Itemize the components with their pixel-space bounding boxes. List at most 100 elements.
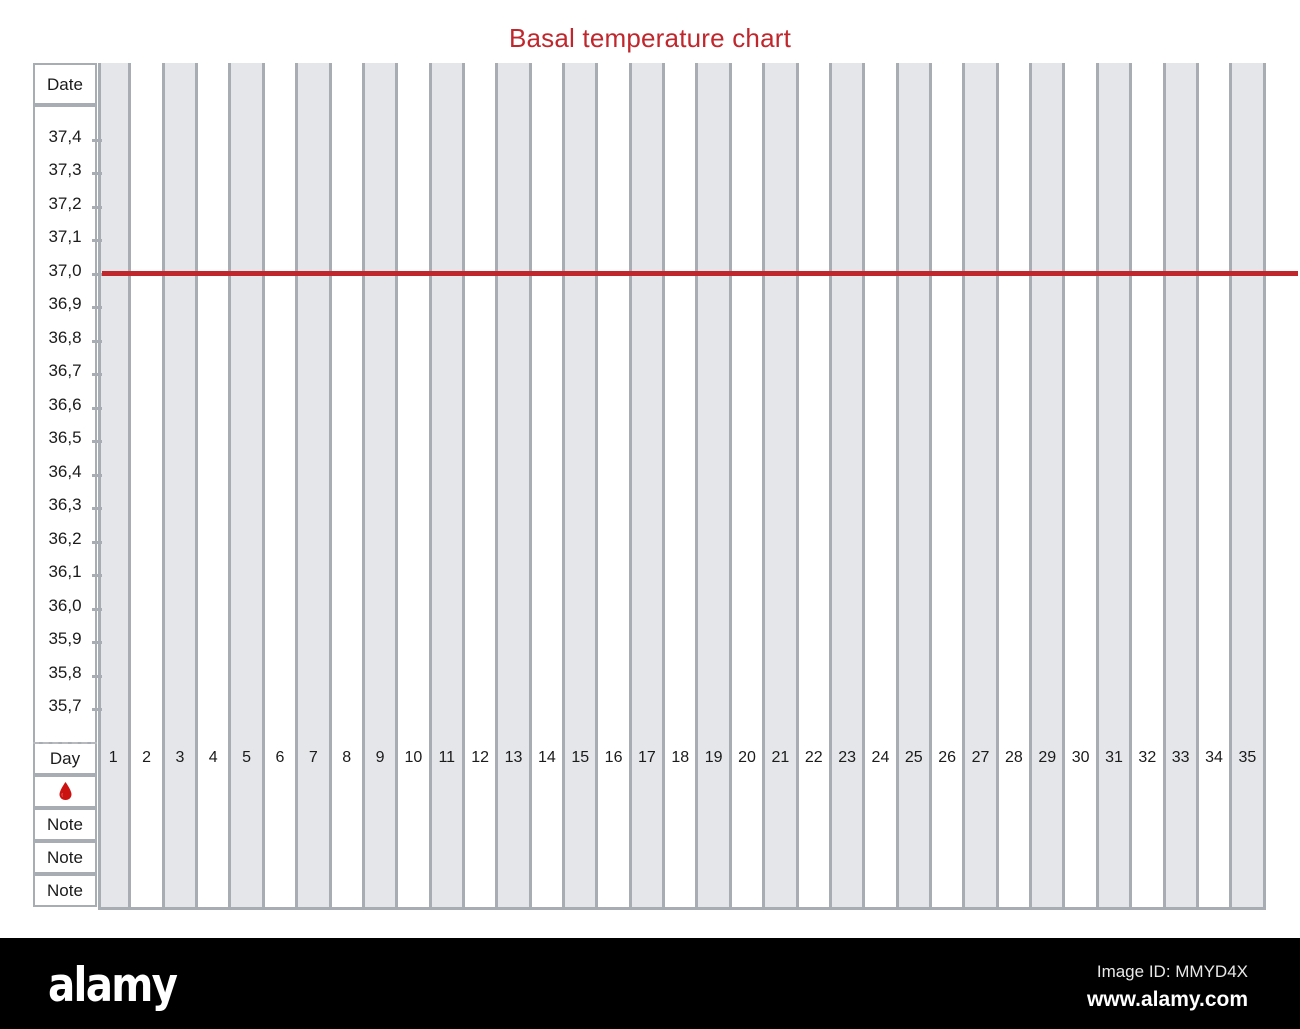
grid-cell[interactable] bbox=[1198, 339, 1233, 373]
grid-cell[interactable] bbox=[665, 339, 699, 373]
grid-cell[interactable] bbox=[1065, 507, 1099, 541]
grid-cell[interactable] bbox=[131, 272, 165, 306]
grid-cell[interactable] bbox=[198, 607, 232, 641]
grid-cell[interactable] bbox=[131, 540, 165, 574]
grid-cell[interactable] bbox=[731, 507, 766, 541]
grid-cell[interactable] bbox=[898, 674, 932, 708]
grid-cell[interactable] bbox=[865, 138, 899, 172]
grid-cell[interactable] bbox=[865, 607, 899, 641]
note-cell[interactable] bbox=[1165, 840, 1199, 874]
note-cell[interactable] bbox=[131, 840, 165, 874]
grid-cell[interactable] bbox=[898, 172, 932, 206]
grid-cell[interactable] bbox=[965, 172, 999, 206]
grid-cell[interactable] bbox=[565, 205, 599, 239]
grid-cell[interactable] bbox=[1098, 306, 1133, 340]
grid-cell[interactable] bbox=[865, 574, 899, 608]
grid-cell[interactable] bbox=[565, 574, 599, 608]
day-cell[interactable]: 20 bbox=[731, 741, 766, 775]
grid-cell[interactable] bbox=[1232, 641, 1266, 675]
grid-cell[interactable] bbox=[1098, 373, 1133, 407]
grid-cell[interactable] bbox=[898, 239, 932, 273]
grid-cell[interactable] bbox=[665, 63, 699, 105]
grid-cell[interactable] bbox=[198, 272, 232, 306]
grid-cell[interactable] bbox=[98, 507, 132, 541]
grid-cell[interactable] bbox=[831, 574, 866, 608]
note-cell[interactable] bbox=[965, 840, 999, 874]
note-cell[interactable] bbox=[865, 873, 899, 907]
grid-cell[interactable] bbox=[231, 473, 265, 507]
grid-cell[interactable] bbox=[1098, 574, 1133, 608]
grid-cell[interactable] bbox=[631, 607, 666, 641]
grid-cell[interactable] bbox=[464, 708, 499, 742]
note-cell[interactable] bbox=[364, 807, 399, 841]
grid-cell[interactable] bbox=[498, 373, 532, 407]
grid-cell[interactable] bbox=[1065, 205, 1099, 239]
note-cell[interactable] bbox=[364, 873, 399, 907]
grid-cell[interactable] bbox=[231, 607, 265, 641]
grid-cell[interactable] bbox=[398, 708, 432, 742]
grid-cell[interactable] bbox=[98, 272, 132, 306]
grid-cell[interactable] bbox=[898, 641, 932, 675]
grid-cell[interactable] bbox=[898, 306, 932, 340]
grid-cell[interactable] bbox=[1132, 507, 1166, 541]
grid-cell[interactable] bbox=[698, 205, 732, 239]
grid-cell[interactable] bbox=[798, 708, 832, 742]
grid-cell[interactable] bbox=[1132, 607, 1166, 641]
grid-cell[interactable] bbox=[698, 339, 732, 373]
grid-cell[interactable] bbox=[464, 63, 499, 105]
grid-cell[interactable] bbox=[364, 607, 399, 641]
note-cell[interactable] bbox=[1132, 807, 1166, 841]
grid-cell[interactable] bbox=[631, 272, 666, 306]
grid-cell[interactable] bbox=[531, 540, 566, 574]
grid-cell[interactable] bbox=[865, 674, 899, 708]
grid-cell[interactable] bbox=[98, 473, 132, 507]
grid-cell[interactable] bbox=[898, 540, 932, 574]
grid-cell[interactable] bbox=[831, 205, 866, 239]
note-cell[interactable] bbox=[565, 807, 599, 841]
period-cell[interactable] bbox=[264, 774, 299, 808]
grid-cell[interactable] bbox=[431, 306, 465, 340]
grid-cell[interactable] bbox=[331, 239, 365, 273]
grid-cell[interactable] bbox=[865, 641, 899, 675]
note-cell[interactable] bbox=[431, 840, 465, 874]
grid-cell[interactable] bbox=[931, 272, 966, 306]
grid-cell[interactable] bbox=[665, 473, 699, 507]
grid-cell[interactable] bbox=[398, 674, 432, 708]
grid-cell[interactable] bbox=[698, 306, 732, 340]
grid-cell[interactable] bbox=[998, 306, 1033, 340]
grid-cell[interactable] bbox=[831, 406, 866, 440]
grid-cell[interactable] bbox=[1098, 339, 1133, 373]
day-cell[interactable]: 22 bbox=[798, 741, 832, 775]
note-cell[interactable] bbox=[665, 807, 699, 841]
grid-cell[interactable] bbox=[1032, 306, 1066, 340]
grid-cell[interactable] bbox=[1032, 507, 1066, 541]
note-cell[interactable] bbox=[931, 873, 966, 907]
grid-cell[interactable] bbox=[498, 138, 532, 172]
grid-cell[interactable] bbox=[1232, 339, 1266, 373]
grid-cell[interactable] bbox=[698, 674, 732, 708]
grid-cell[interactable] bbox=[598, 473, 632, 507]
grid-cell[interactable] bbox=[164, 138, 199, 172]
grid-cell[interactable] bbox=[1165, 306, 1199, 340]
grid-cell[interactable] bbox=[498, 641, 532, 675]
grid-cell[interactable] bbox=[598, 306, 632, 340]
grid-cell[interactable] bbox=[298, 205, 332, 239]
note-cell[interactable] bbox=[631, 873, 666, 907]
grid-cell[interactable] bbox=[698, 172, 732, 206]
grid-cell[interactable] bbox=[264, 507, 299, 541]
grid-cell[interactable] bbox=[998, 507, 1033, 541]
grid-cell[interactable] bbox=[565, 641, 599, 675]
grid-cell[interactable] bbox=[1098, 406, 1133, 440]
grid-cell[interactable] bbox=[531, 574, 566, 608]
note-cell[interactable] bbox=[98, 873, 132, 907]
grid-cell[interactable] bbox=[998, 708, 1033, 742]
grid-cell[interactable] bbox=[98, 172, 132, 206]
note-cell[interactable] bbox=[198, 807, 232, 841]
grid-cell[interactable] bbox=[464, 205, 499, 239]
grid-cell[interactable] bbox=[1232, 138, 1266, 172]
day-cell[interactable]: 2 bbox=[131, 741, 165, 775]
period-cell[interactable] bbox=[731, 774, 766, 808]
note-cell[interactable] bbox=[398, 840, 432, 874]
grid-cell[interactable] bbox=[98, 306, 132, 340]
grid-cell[interactable] bbox=[498, 507, 532, 541]
